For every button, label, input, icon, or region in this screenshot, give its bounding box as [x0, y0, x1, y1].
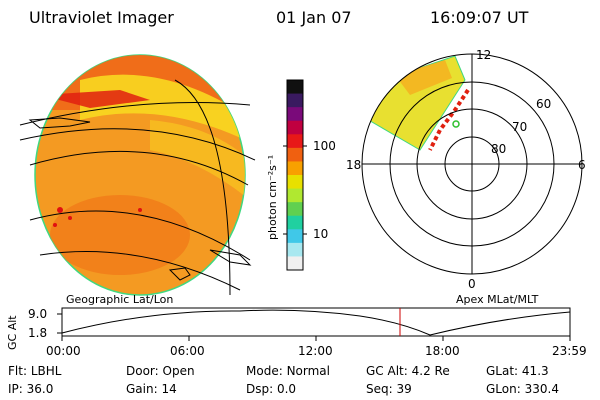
status-filter: Flt: LBHL: [8, 364, 62, 378]
colorbar-tick-10: 10: [313, 227, 329, 241]
time-tick-0600: 06:00: [170, 344, 205, 358]
colorbar-swatch: [287, 134, 303, 149]
mlt-label-12: 12: [476, 48, 492, 62]
status-glon: GLon: 330.4: [486, 382, 559, 396]
polar-plot: [361, 53, 583, 275]
colorbar-swatch: [287, 242, 303, 257]
status-glat: GLat: 41.3: [486, 364, 549, 378]
colorbar-swatch: [287, 175, 303, 190]
colorbar-swatch: [287, 229, 303, 244]
time-tick-1800: 18:00: [425, 344, 460, 358]
colorbar-swatch: [287, 120, 303, 135]
subsatellite-marker: [452, 120, 460, 128]
apex-grid-title: Apex MLat/MLT: [456, 293, 539, 306]
time-tick-2359: 23:59: [552, 344, 587, 358]
status-gain: Gain: 14: [126, 382, 177, 396]
mlat-label-80: 80: [491, 142, 507, 156]
date-label: 01 Jan 07: [276, 8, 352, 27]
status-ip: IP: 36.0: [8, 382, 54, 396]
geographic-grid-title: Geographic Lat/Lon: [66, 293, 174, 306]
colorbar-swatch: [287, 188, 303, 203]
time-tick-0000: 00:00: [46, 344, 81, 358]
mlat-label-70: 70: [512, 120, 528, 134]
colorbar-ticks: [283, 145, 307, 235]
altitude-tick-1-8: 1.8: [28, 326, 48, 340]
status-dsp: Dsp: 0.0: [246, 382, 297, 396]
altitude-plot: [57, 307, 571, 341]
altitude-tick-9: 9.0: [28, 307, 48, 321]
instrument-title: Ultraviolet Imager: [29, 8, 174, 27]
time-tick-1200: 12:00: [298, 344, 333, 358]
colorbar: [286, 79, 304, 271]
colorbar-swatch: [287, 202, 303, 217]
colorbar-frame: [286, 79, 304, 271]
status-door: Door: Open: [126, 364, 195, 378]
mlat-label-60: 60: [536, 97, 552, 111]
geographic-grid: [19, 79, 256, 296]
status-seq: Seq: 39: [366, 382, 412, 396]
aurora-region: [362, 55, 466, 151]
colorbar-swatch: [287, 215, 303, 230]
colorbar-unit-label: photon cm⁻²s⁻¹: [266, 154, 279, 240]
altitude-curve: [61, 309, 571, 336]
colorbar-swatch: [287, 80, 303, 95]
colorbar-swatch: [287, 107, 303, 122]
mlt-label-6: 6: [578, 158, 586, 172]
colorbar-swatch: [287, 147, 303, 162]
colorbar-swatch: [287, 161, 303, 176]
colorbar-tick-100: 100: [313, 139, 336, 153]
colorbar-swatch: [287, 93, 303, 108]
geographic-image: [19, 54, 256, 296]
status-gc-alt: GC Alt: 4.2 Re: [366, 364, 450, 378]
mlt-label-18: 18: [346, 158, 362, 172]
status-mode: Mode: Normal: [246, 364, 330, 378]
altitude-axis-label: GC Alt: [6, 315, 19, 350]
mlt-label-0: 0: [468, 277, 476, 291]
time-label: 16:09:07 UT: [430, 8, 529, 27]
colorbar-swatch: [287, 256, 303, 271]
